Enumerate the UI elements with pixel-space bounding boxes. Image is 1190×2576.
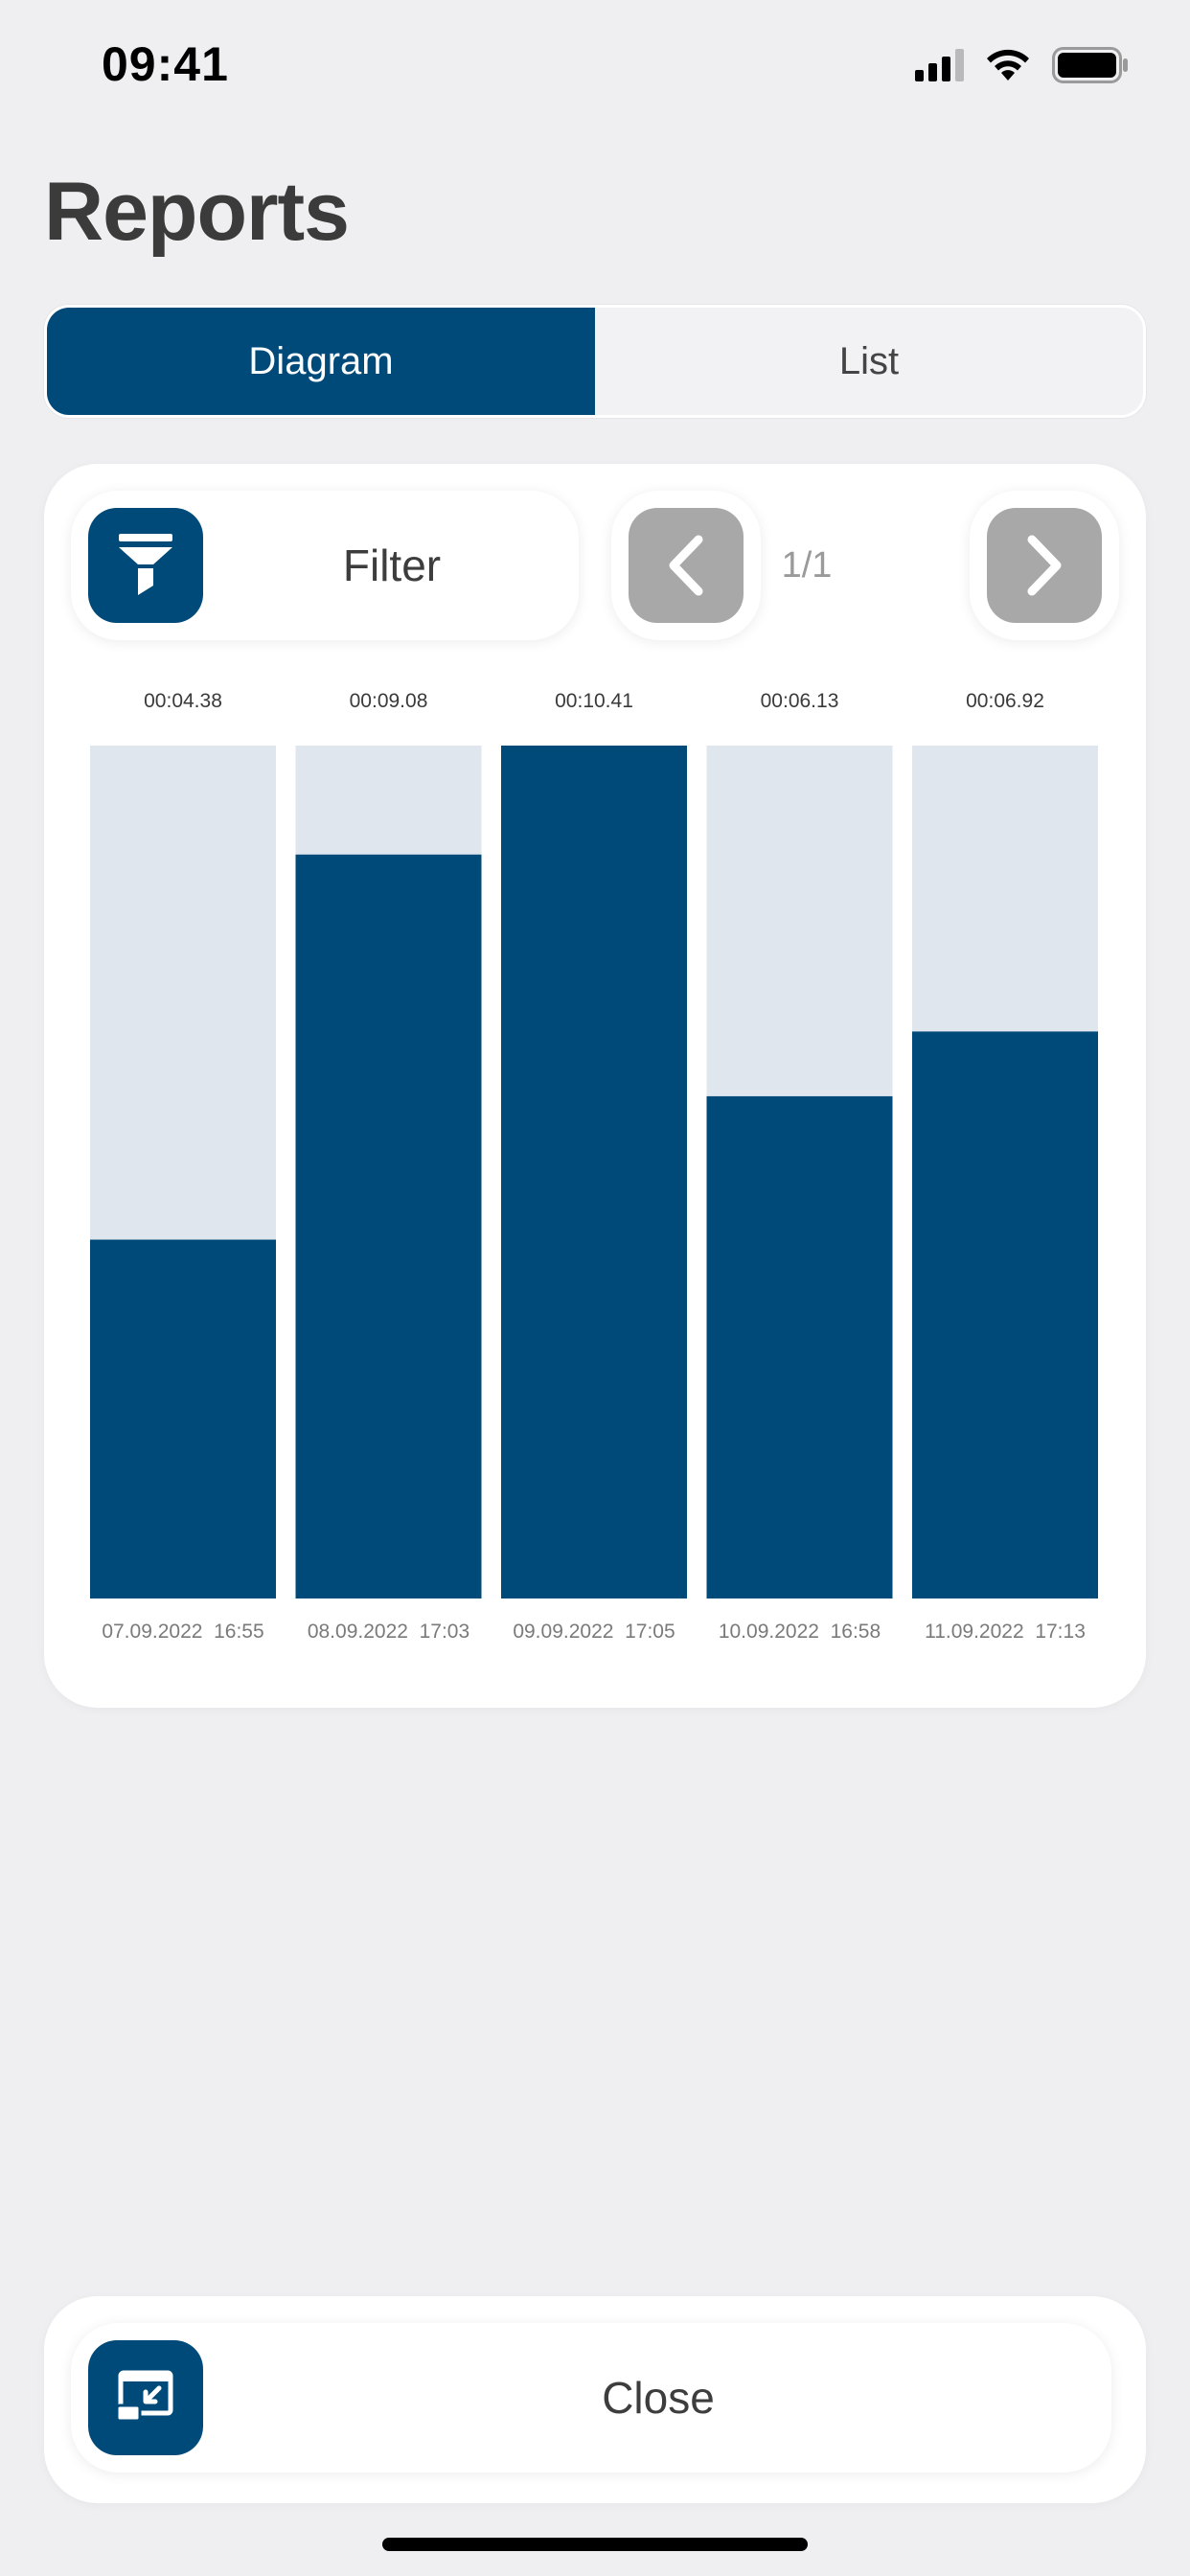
bar-value-label: 00:04.38 xyxy=(144,690,222,712)
home-indicator xyxy=(382,2538,808,2551)
close-button[interactable]: Close xyxy=(71,2323,1111,2472)
bar-value-label: 00:06.92 xyxy=(966,690,1044,712)
exit-window-icon xyxy=(115,2370,173,2423)
close-icon-button[interactable] xyxy=(88,2340,203,2455)
bar-value-label: 00:09.08 xyxy=(350,690,428,712)
chevron-right-icon xyxy=(1027,535,1062,596)
chevron-left-icon xyxy=(669,535,703,596)
bar-category-label: 11.09.2022 17:13 xyxy=(925,1621,1086,1643)
next-page-pill xyxy=(970,491,1119,640)
previous-page-button[interactable] xyxy=(629,508,744,623)
bar-category-label: 10.09.2022 16:58 xyxy=(719,1621,881,1643)
bar-category-label: 09.09.2022 17:05 xyxy=(513,1621,675,1643)
bar-chart: 00:04.38 07.09.2022 16:55 00:09.08 08.09.20… xyxy=(44,464,1146,1708)
status-time: 09:41 xyxy=(102,37,229,91)
tab-diagram[interactable]: Diagram xyxy=(47,308,595,415)
page-indicator: 1/1 xyxy=(781,544,833,586)
page-title: Reports xyxy=(44,166,350,258)
close-label: Close xyxy=(602,2373,715,2423)
bar-category-label: 08.09.2022 17:03 xyxy=(308,1621,469,1643)
bar-value-label: 00:06.13 xyxy=(761,690,839,712)
filter-button[interactable]: Filter xyxy=(71,491,579,640)
filter-icon-button[interactable] xyxy=(88,508,203,623)
bar-chart-canvas: 00:04.38 07.09.2022 16:55 00:09.08 08.09.20… xyxy=(90,690,1098,1643)
bar xyxy=(90,1239,276,1598)
bar xyxy=(501,746,687,1598)
next-page-button[interactable] xyxy=(987,508,1102,623)
bottom-panel: Close xyxy=(44,2296,1146,2503)
bar xyxy=(912,1031,1098,1598)
filter-funnel-icon xyxy=(119,534,172,595)
battery-icon xyxy=(1052,47,1128,83)
filter-label: Filter xyxy=(342,540,442,590)
bar xyxy=(295,854,482,1598)
status-icons xyxy=(915,44,1129,86)
wifi-icon xyxy=(987,49,1029,80)
bar-category-label: 07.09.2022 16:55 xyxy=(102,1621,263,1643)
report-card: 00:04.38 07.09.2022 16:55 00:09.08 08.09.20… xyxy=(44,464,1146,1708)
bar xyxy=(706,1095,893,1598)
bar-value-label: 00:10.41 xyxy=(555,690,633,712)
tab-list[interactable]: List xyxy=(838,339,900,382)
view-switcher: Diagram List xyxy=(44,305,1146,418)
previous-page-pill xyxy=(611,491,761,640)
cellular-signal-icon xyxy=(915,49,964,81)
